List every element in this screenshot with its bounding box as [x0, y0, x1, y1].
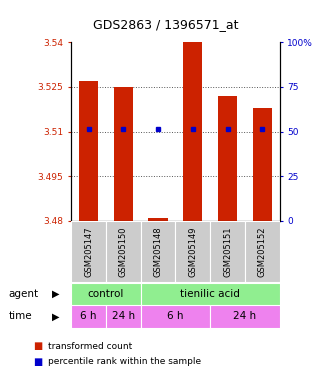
Text: transformed count: transformed count	[48, 342, 132, 351]
Bar	[183, 42, 202, 221]
Text: GSM205148: GSM205148	[154, 226, 163, 277]
Text: ▶: ▶	[52, 289, 59, 299]
FancyBboxPatch shape	[210, 305, 280, 328]
Bar	[79, 81, 98, 221]
Text: 6 h: 6 h	[80, 311, 97, 321]
Text: control: control	[88, 289, 124, 299]
FancyBboxPatch shape	[71, 305, 106, 328]
Text: time: time	[8, 311, 32, 321]
Text: GSM205151: GSM205151	[223, 226, 232, 277]
Bar	[218, 96, 237, 221]
FancyBboxPatch shape	[141, 283, 280, 305]
Text: 24 h: 24 h	[233, 311, 257, 321]
Text: GSM205147: GSM205147	[84, 226, 93, 277]
FancyBboxPatch shape	[175, 221, 210, 282]
FancyBboxPatch shape	[71, 283, 141, 305]
FancyBboxPatch shape	[106, 305, 141, 328]
Text: 6 h: 6 h	[167, 311, 184, 321]
Bar	[253, 108, 272, 221]
FancyBboxPatch shape	[210, 221, 245, 282]
FancyBboxPatch shape	[141, 221, 175, 282]
FancyBboxPatch shape	[71, 221, 106, 282]
Text: GDS2863 / 1396571_at: GDS2863 / 1396571_at	[93, 18, 238, 31]
Text: ▶: ▶	[52, 311, 59, 321]
Text: tienilic acid: tienilic acid	[180, 289, 240, 299]
Text: ■: ■	[33, 341, 42, 351]
Bar	[149, 218, 167, 221]
FancyBboxPatch shape	[245, 221, 280, 282]
Text: GSM205152: GSM205152	[258, 226, 267, 277]
FancyBboxPatch shape	[106, 221, 141, 282]
Text: agent: agent	[8, 289, 38, 299]
Text: ■: ■	[33, 357, 42, 367]
Text: GSM205150: GSM205150	[119, 226, 128, 277]
Text: GSM205149: GSM205149	[188, 226, 197, 277]
Text: percentile rank within the sample: percentile rank within the sample	[48, 357, 201, 366]
Bar	[114, 87, 133, 221]
Text: 24 h: 24 h	[112, 311, 135, 321]
FancyBboxPatch shape	[141, 305, 210, 328]
